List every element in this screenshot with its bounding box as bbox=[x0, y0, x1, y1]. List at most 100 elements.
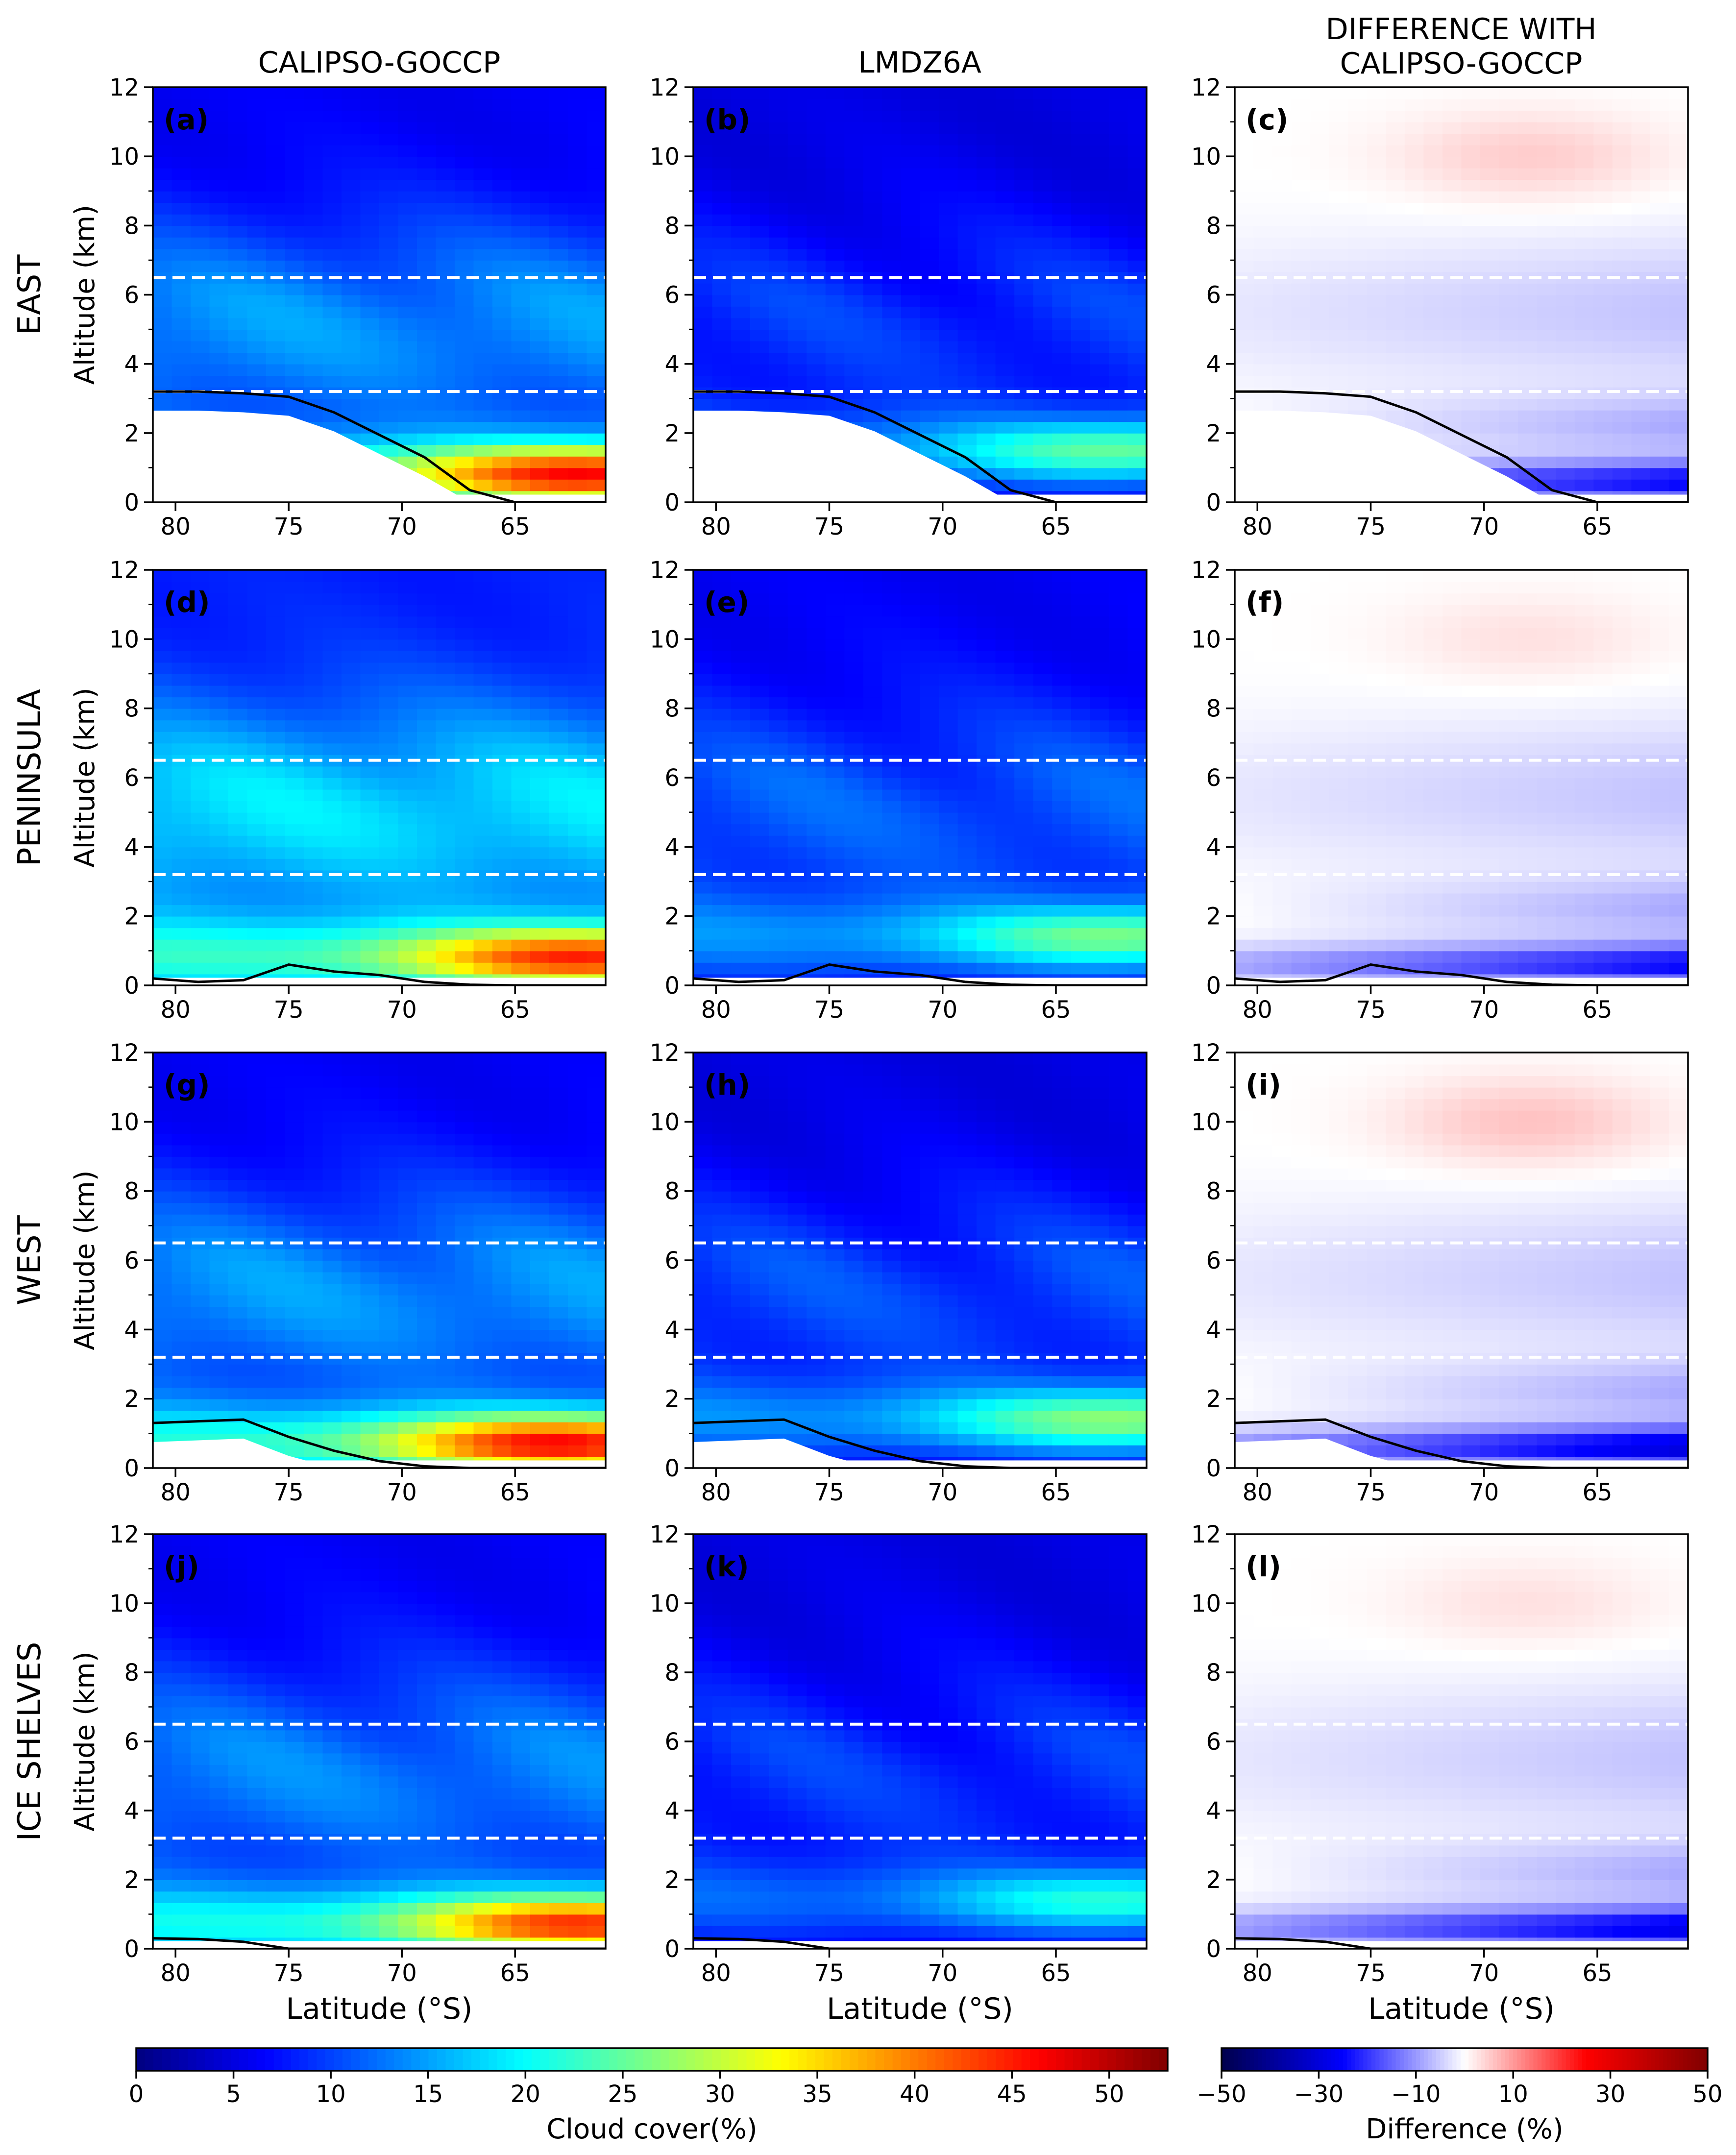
field-cell bbox=[587, 570, 606, 582]
field-cell bbox=[1423, 766, 1443, 778]
field-cell bbox=[436, 375, 455, 388]
field-cell bbox=[1052, 352, 1072, 365]
field-cell bbox=[693, 341, 713, 353]
field-cell bbox=[1253, 824, 1273, 836]
field-cell bbox=[1443, 225, 1462, 238]
field-cell bbox=[957, 352, 977, 365]
field-cell bbox=[1612, 375, 1632, 388]
field-cell bbox=[436, 674, 455, 686]
field-cell bbox=[1461, 627, 1481, 640]
field-cell bbox=[492, 674, 512, 686]
field-cell bbox=[844, 593, 864, 605]
field-cell bbox=[530, 766, 550, 778]
field-cell bbox=[266, 858, 286, 871]
field-cell bbox=[863, 156, 883, 169]
field-cell bbox=[1669, 237, 1688, 249]
field-cell bbox=[1052, 237, 1072, 249]
field-cell bbox=[1518, 294, 1538, 307]
field-cell bbox=[1443, 720, 1462, 732]
field-cell bbox=[1386, 697, 1405, 709]
field-cell bbox=[731, 951, 751, 963]
field-cell bbox=[1329, 812, 1349, 825]
field-cell bbox=[1348, 951, 1368, 963]
field-cell bbox=[1386, 928, 1405, 940]
field-cell bbox=[379, 604, 399, 617]
field-cell bbox=[1669, 421, 1688, 434]
field-cell bbox=[1014, 479, 1034, 491]
field-cell bbox=[1253, 604, 1273, 617]
field-cell bbox=[171, 916, 191, 929]
field-cell bbox=[750, 824, 769, 836]
field-cell bbox=[436, 708, 455, 721]
field-cell bbox=[455, 341, 474, 353]
field-cell bbox=[360, 433, 380, 445]
field-cell bbox=[731, 778, 751, 790]
field-cell bbox=[1291, 593, 1311, 605]
field-cell bbox=[1556, 329, 1575, 342]
field-cell bbox=[787, 110, 807, 122]
field-cell bbox=[1423, 248, 1443, 261]
field-cell bbox=[191, 801, 210, 813]
field-cell bbox=[1480, 766, 1500, 778]
field-cell bbox=[1537, 98, 1557, 111]
field-cell bbox=[712, 341, 732, 353]
field-cell bbox=[228, 283, 248, 295]
field-cell bbox=[549, 364, 568, 376]
field-cell bbox=[957, 122, 977, 134]
field-cell bbox=[901, 731, 921, 744]
field-cell bbox=[247, 133, 267, 146]
field-cell bbox=[1537, 248, 1557, 261]
field-cell bbox=[1127, 893, 1147, 906]
field-cell bbox=[1461, 341, 1481, 353]
field-cell bbox=[1612, 214, 1632, 226]
field-cell bbox=[511, 122, 531, 134]
field-cell bbox=[492, 708, 512, 721]
field-cell bbox=[1669, 352, 1688, 365]
field-cell bbox=[1443, 766, 1462, 778]
field-cell bbox=[171, 778, 191, 790]
field-cell bbox=[1461, 87, 1481, 99]
field-cell bbox=[247, 122, 267, 134]
field-cell bbox=[171, 766, 191, 778]
field-cell bbox=[750, 639, 769, 651]
field-cell bbox=[844, 410, 864, 422]
field-cell bbox=[731, 801, 751, 813]
field-cell bbox=[939, 962, 958, 975]
field-cell bbox=[1272, 260, 1292, 272]
field-cell bbox=[939, 720, 958, 732]
field-cell bbox=[1127, 697, 1147, 709]
field-cell bbox=[1272, 375, 1292, 388]
field-cell bbox=[191, 283, 210, 295]
y-tick-label: 10 bbox=[109, 626, 139, 653]
field-cell bbox=[901, 410, 921, 422]
field-cell bbox=[266, 214, 286, 226]
field-cell bbox=[568, 697, 587, 709]
field-cell bbox=[1574, 318, 1594, 330]
field-cell bbox=[379, 237, 399, 249]
field-cell bbox=[957, 110, 977, 122]
field-cell bbox=[398, 789, 417, 802]
field-cell bbox=[787, 604, 807, 617]
field-cell bbox=[844, 604, 864, 617]
field-cell bbox=[568, 720, 587, 732]
field-cell bbox=[455, 847, 474, 859]
field-cell bbox=[1423, 928, 1443, 940]
field-cell bbox=[1443, 858, 1462, 871]
field-cell bbox=[1071, 352, 1091, 365]
field-cell bbox=[568, 604, 587, 617]
field-cell bbox=[171, 168, 191, 180]
field-cell bbox=[1235, 306, 1254, 318]
field-cell bbox=[549, 306, 568, 318]
field-cell bbox=[693, 662, 713, 674]
field-cell bbox=[549, 627, 568, 640]
field-cell bbox=[825, 685, 845, 698]
x-tick-label: 80 bbox=[161, 513, 191, 540]
field-cell bbox=[1480, 410, 1500, 422]
field-cell bbox=[530, 168, 550, 180]
field-cell bbox=[977, 766, 996, 778]
field-cell bbox=[436, 364, 455, 376]
field-cell bbox=[1423, 87, 1443, 99]
field-cell bbox=[920, 329, 939, 342]
field-cell bbox=[436, 306, 455, 318]
field-cell bbox=[920, 110, 939, 122]
